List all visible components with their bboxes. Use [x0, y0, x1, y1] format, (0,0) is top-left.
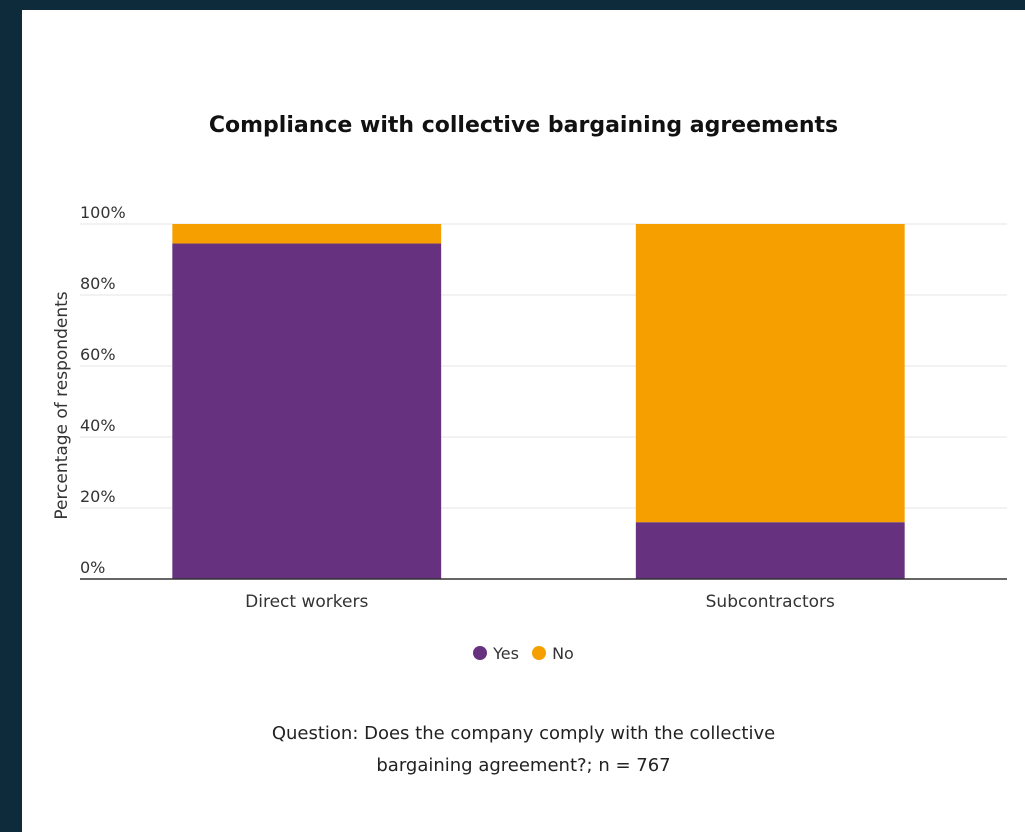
chart-panel: Compliance with collective bargaining ag…: [22, 10, 1025, 832]
bar-yes-direct-workers: [172, 243, 442, 579]
legend-item-yes: Yes: [473, 644, 519, 663]
bar-no-subcontractors: [635, 224, 905, 523]
bar-chart: 0% 20% 40% 60% 80% 100% Direct workers Subcont…: [52, 203, 1007, 612]
legend-dot-no: [532, 646, 547, 660]
chart-title: Compliance with collective bargaining ag…: [208, 113, 839, 138]
y-axis-ticks: 0% 20% 40% 60% 80% 100%: [80, 203, 126, 577]
x-category-label: Direct workers: [245, 592, 368, 612]
legend: Yes No: [22, 644, 1025, 663]
chart-caption: Question: Does the company comply with t…: [22, 718, 1025, 782]
legend-dot-yes: [473, 646, 488, 660]
legend-label-yes: Yes: [493, 644, 519, 663]
x-category-label: Subcontractors: [706, 592, 835, 612]
y-tick-label: 40%: [80, 416, 116, 435]
y-tick-label: 60%: [80, 345, 116, 364]
bar-no-direct-workers: [172, 224, 442, 244]
caption-line-1: Question: Does the company comply with t…: [271, 723, 776, 744]
legend-item-no: No: [532, 644, 574, 663]
y-tick-label: 0%: [80, 558, 105, 577]
y-tick-label: 80%: [80, 274, 116, 293]
x-axis-categories: Direct workers Subcontractors: [245, 592, 835, 612]
caption-line-2: bargaining agreement?; n = 767: [376, 755, 671, 776]
y-tick-label: 100%: [80, 203, 126, 222]
bar-yes-subcontractors: [635, 522, 905, 579]
y-tick-label: 20%: [80, 487, 116, 506]
bars: [172, 224, 905, 579]
y-axis-label: Percentage of respondents: [52, 291, 72, 519]
legend-label-no: No: [552, 644, 574, 663]
